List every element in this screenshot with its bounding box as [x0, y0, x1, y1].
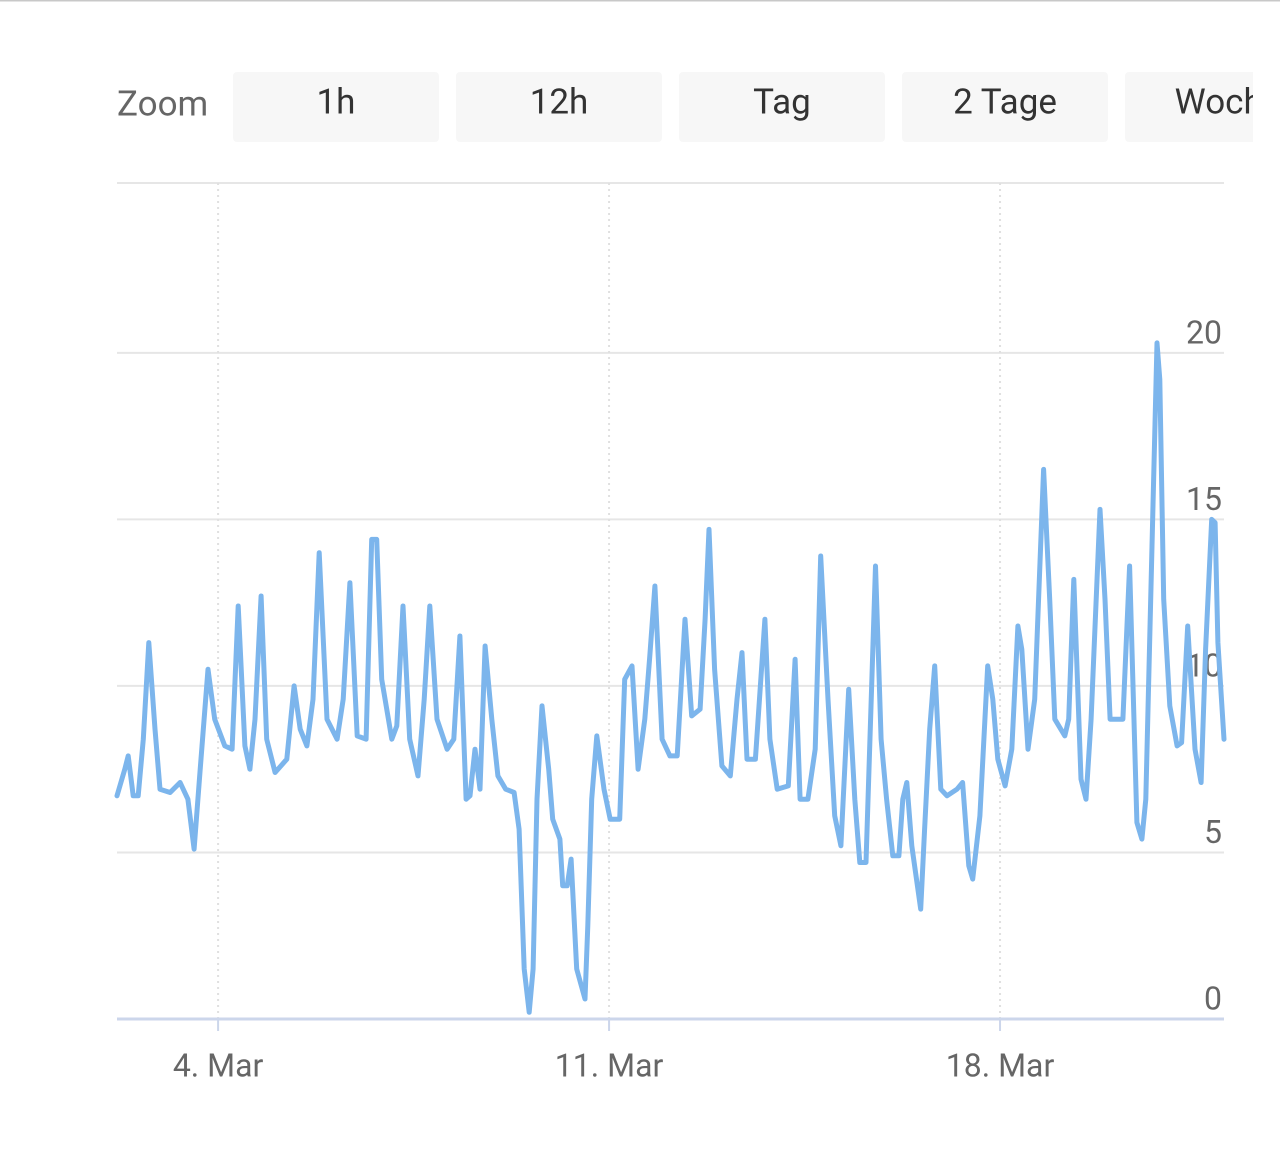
zoom-button-label: Woche: [1175, 81, 1280, 122]
zoom-button-label: Tag: [753, 81, 811, 122]
zoom-button-bg: [679, 72, 885, 142]
zoom-button[interactable]: Tag: [679, 72, 885, 142]
zoom-button[interactable]: 1h: [233, 72, 439, 142]
data-line: [114, 340, 1227, 1015]
x-tick-label: 18. Mar: [946, 1046, 1055, 1084]
zoom-button-bg: [1125, 72, 1253, 142]
y-tick-label: 0: [1204, 979, 1222, 1017]
zoom-button[interactable]: 12h: [456, 72, 662, 142]
zoom-button[interactable]: 2 Tage: [902, 72, 1108, 142]
zoom-label: Zoom: [117, 83, 208, 124]
x-tick-label: 11. Mar: [555, 1046, 664, 1084]
zoom-buttons: 1h 12h Tag 2 Tage Woche: [233, 72, 1280, 142]
zoom-button-bg: [233, 72, 439, 142]
zoom-button-bg: [456, 72, 662, 142]
zoom-button-label: 1h: [317, 81, 356, 122]
y-tick-label: 20: [1186, 313, 1222, 351]
zoom-button-bg: [902, 72, 1108, 142]
zoom-button-label: 12h: [530, 81, 589, 122]
x-tick-label: 4. Mar: [173, 1046, 264, 1084]
y-tick-label: 15: [1186, 480, 1222, 518]
zoom-button-label: 2 Tage: [953, 81, 1057, 122]
zoom-button[interactable]: Woche: [1125, 72, 1280, 142]
y-tick-label: 5: [1204, 813, 1222, 851]
